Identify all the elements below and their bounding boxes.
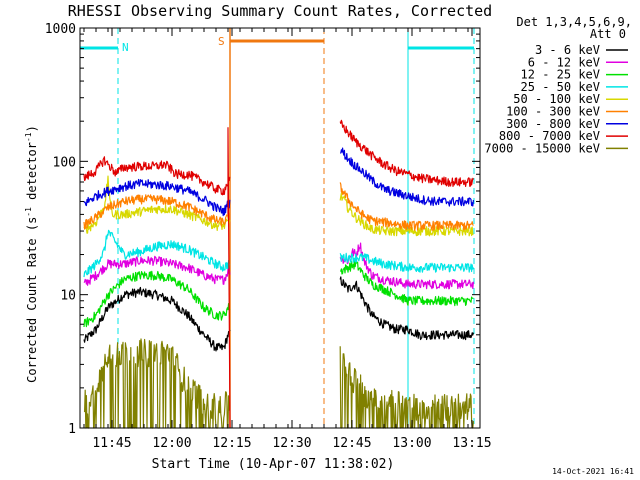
- series-line-3: [83, 229, 474, 278]
- series-line-1: [83, 242, 474, 290]
- saa-marker-label: S: [218, 35, 225, 48]
- legend-label-6: 300 - 800 keV: [506, 117, 600, 131]
- y-axis-label: Corrected Count Rate (s-1 detector-1): [24, 125, 39, 383]
- legend-label-2: 12 - 25 keV: [521, 68, 600, 82]
- y-tick-label-3: 1000: [45, 22, 76, 37]
- night-marker-label: N: [122, 41, 129, 54]
- legend-label-3: 25 - 50 keV: [521, 80, 600, 94]
- x-axis-label: Start Time (10-Apr-07 11:38:02): [152, 457, 395, 472]
- y-label-main: Corrected Count Rate (s: [25, 217, 39, 383]
- x-tick-label-2: 12:15: [212, 436, 251, 451]
- series-line-7: [83, 119, 474, 196]
- legend-label-0: 3 - 6 keV: [535, 43, 600, 57]
- series-line-4: [83, 175, 474, 237]
- axes: 11:45 12:00 12:15 12:30 12:45 13:00 13:15 1 10 10…: [45, 22, 492, 451]
- legend-label-4: 50 - 100 keV: [513, 92, 600, 106]
- y-label-exp1: -1: [24, 207, 33, 217]
- x-tick-label-0: 11:45: [92, 436, 131, 451]
- legend-label-1: 6 - 12 keV: [528, 55, 600, 69]
- legend-header-line1: Det 1,3,4,5,6,9,: [516, 15, 632, 29]
- series-line-0: [83, 276, 474, 352]
- x-tick-label-1: 12:00: [152, 436, 191, 451]
- series-layer: [83, 119, 474, 429]
- x-tick-label-6: 13:15: [452, 436, 491, 451]
- series-line-5: [83, 182, 474, 231]
- series-line-2: [83, 260, 474, 328]
- saa-spike: [227, 127, 231, 429]
- series-line-6: [83, 147, 474, 217]
- generation-timestamp: 14-Oct-2021 16:41: [552, 467, 634, 476]
- plot-frame: [79, 27, 481, 429]
- legend-header-line2: Att 0: [590, 27, 626, 41]
- y-label-exp2: -1: [24, 132, 33, 142]
- legend-label-5: 100 - 300 keV: [506, 105, 600, 119]
- x-tick-label-4: 12:45: [332, 436, 371, 451]
- legend-label-7: 800 - 7000 keV: [499, 129, 600, 143]
- x-tick-label-3: 12:30: [272, 436, 311, 451]
- x-tick-label-5: 13:00: [392, 436, 431, 451]
- y-tick-label-2: 100: [53, 155, 76, 170]
- y-label-mid: detector: [25, 142, 39, 207]
- series-line-8: [83, 338, 474, 429]
- legend-label-8: 7000 - 15000 keV: [484, 141, 600, 155]
- y-tick-label-1: 10: [60, 289, 76, 304]
- y-tick-label-0: 1: [68, 422, 76, 437]
- chart-title: RHESSI Observing Summary Count Rates, Co…: [68, 2, 492, 20]
- y-label-end: ): [25, 125, 39, 132]
